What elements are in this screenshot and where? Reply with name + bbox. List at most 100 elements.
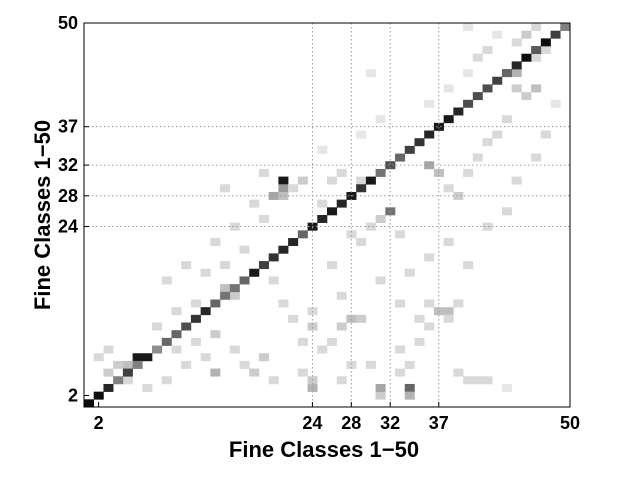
heatmap-cell bbox=[356, 176, 367, 185]
heatmap-cell bbox=[375, 391, 386, 400]
heatmap-cell bbox=[181, 360, 192, 369]
heatmap-cell bbox=[229, 291, 240, 300]
heatmap-cell bbox=[531, 153, 542, 162]
heatmap-cell bbox=[288, 314, 299, 323]
heatmap-cell bbox=[424, 253, 435, 262]
diagonal-cell bbox=[433, 122, 444, 131]
diagonal-cell bbox=[375, 168, 386, 177]
heatmap-cell bbox=[540, 46, 551, 55]
heatmap-cell bbox=[142, 383, 153, 392]
y-tick-label: 24 bbox=[58, 217, 78, 237]
diagonal-cell bbox=[385, 161, 396, 170]
heatmap-cell bbox=[171, 345, 182, 354]
diagonal-cell bbox=[472, 92, 483, 101]
heatmap-cell bbox=[472, 53, 483, 62]
heatmap-cell bbox=[268, 276, 279, 285]
y-tick-label: 50 bbox=[58, 13, 78, 33]
diagonal-cell bbox=[395, 153, 406, 162]
heatmap-cell bbox=[414, 337, 425, 346]
heatmap-cell bbox=[511, 69, 522, 78]
heatmap-cell bbox=[336, 376, 347, 385]
heatmap-cell bbox=[463, 376, 474, 385]
x-axis-ticks: 2 24 28 32 37 50 bbox=[94, 402, 580, 433]
diagonal-cell bbox=[336, 199, 347, 208]
heatmap-cell bbox=[501, 207, 512, 216]
diagonal-cell bbox=[161, 337, 172, 346]
diagonal-cell bbox=[482, 84, 493, 93]
x-tick-label: 24 bbox=[302, 413, 322, 433]
heatmap-cell bbox=[482, 138, 493, 147]
diagonal-cell bbox=[113, 376, 124, 385]
heatmap-cell bbox=[433, 168, 444, 177]
heatmap-cell bbox=[443, 238, 454, 247]
heatmap-cell bbox=[181, 261, 192, 270]
heatmap-cell bbox=[365, 69, 376, 78]
diagonal-cell bbox=[210, 299, 221, 308]
diagonal-cell bbox=[190, 314, 201, 323]
heatmap-cell bbox=[511, 176, 522, 185]
heatmap-cell bbox=[307, 322, 318, 331]
heatmap-cell bbox=[492, 130, 503, 139]
heatmap-cell bbox=[453, 191, 464, 200]
heatmap-cell bbox=[210, 238, 221, 247]
heatmap-cell bbox=[404, 391, 415, 400]
heatmap-cell bbox=[463, 23, 474, 31]
heatmap-cell bbox=[540, 130, 551, 139]
heatmap-cells bbox=[84, 23, 571, 408]
diagonal-cell bbox=[84, 399, 95, 408]
diagonal-cell bbox=[152, 345, 163, 354]
heatmap-cell bbox=[501, 383, 512, 392]
diagonal-cell bbox=[142, 353, 153, 362]
heatmap-cell bbox=[395, 345, 406, 354]
heatmap-cell bbox=[356, 314, 367, 323]
heatmap-cell bbox=[443, 307, 454, 316]
heatmap-cell bbox=[404, 268, 415, 277]
heatmap-cell bbox=[327, 261, 338, 270]
diagonal-cell bbox=[220, 291, 231, 300]
heatmap-cell bbox=[113, 360, 124, 369]
diagonal-cell bbox=[501, 69, 512, 78]
heatmap-cell bbox=[122, 376, 133, 385]
heatmap-cell bbox=[531, 53, 542, 62]
heatmap-cell bbox=[531, 23, 542, 31]
heatmap-cell bbox=[375, 383, 386, 392]
diagonal-cell bbox=[317, 215, 328, 223]
heatmap-cell bbox=[161, 376, 172, 385]
heatmap-cell bbox=[200, 268, 211, 277]
heatmap-cell bbox=[200, 353, 211, 362]
heatmap-cell bbox=[365, 222, 376, 231]
heatmap-cell bbox=[220, 184, 231, 193]
heatmap-cell bbox=[424, 322, 435, 331]
heatmap-cell bbox=[511, 84, 522, 93]
heatmap-cell bbox=[443, 84, 454, 93]
heatmap-cell bbox=[132, 353, 143, 362]
heatmap-cell bbox=[297, 368, 308, 377]
heatmap-cell bbox=[395, 230, 406, 239]
heatmap-cell bbox=[220, 284, 231, 293]
heatmap-cell bbox=[258, 353, 269, 362]
heatmap-cell bbox=[463, 261, 474, 270]
diagonal-cell bbox=[239, 276, 250, 285]
heatmap-cell bbox=[278, 299, 289, 308]
heatmap-cell bbox=[239, 360, 250, 369]
diagonal-cell bbox=[122, 368, 133, 377]
heatmap-cell bbox=[453, 299, 464, 308]
heatmap-cell bbox=[521, 92, 532, 101]
diagonal-cell bbox=[268, 253, 279, 262]
y-axis-ticks: 2 24 28 32 37 50 bbox=[58, 13, 89, 405]
diagonal-cell bbox=[103, 383, 114, 392]
heatmap-cell bbox=[375, 215, 386, 223]
diagonal-cell bbox=[171, 330, 182, 339]
heatmap-cell bbox=[482, 376, 493, 385]
x-tick-label: 28 bbox=[341, 413, 361, 433]
heatmap-cell bbox=[443, 184, 454, 193]
heatmap-cell bbox=[375, 115, 386, 124]
heatmap-cell bbox=[336, 168, 347, 177]
heatmap-cell bbox=[278, 191, 289, 200]
heatmap-cell bbox=[424, 299, 435, 308]
heatmap-cell bbox=[152, 322, 163, 331]
y-tick-label: 2 bbox=[68, 385, 78, 405]
heatmap-cell bbox=[327, 337, 338, 346]
heatmap-cell bbox=[395, 368, 406, 377]
diagonal-cell bbox=[249, 268, 260, 277]
